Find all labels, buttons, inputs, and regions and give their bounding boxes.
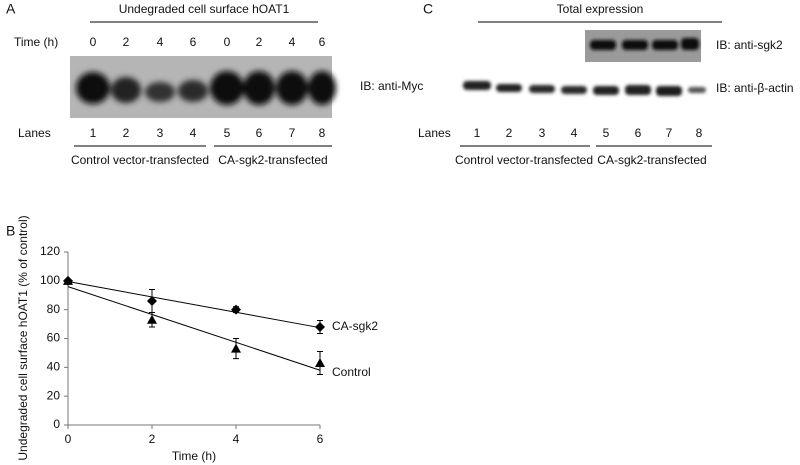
data-point (231, 343, 241, 353)
lane-number: 7 (666, 126, 673, 140)
data-point (315, 358, 325, 368)
y-tick-label: 40 (47, 360, 61, 374)
ib-label: IB: anti-sgk2 (716, 38, 783, 52)
group-label: Control vector-transfected (71, 153, 209, 167)
ib-label: IB: anti-β-actin (716, 81, 794, 95)
lane-number: 6 (635, 126, 642, 140)
sgk2-bands (590, 38, 699, 50)
time-label: 2 (256, 35, 263, 49)
lane-number: 5 (224, 126, 231, 140)
ib-label: IB: anti-Myc (360, 79, 423, 93)
data-point (147, 296, 157, 307)
lane-number: 3 (157, 126, 164, 140)
time-label: 2 (123, 35, 130, 49)
lane-number: 8 (696, 126, 703, 140)
data-point (147, 314, 157, 324)
group-label: Control vector-transfected (455, 153, 593, 167)
panel-title: Undegraded cell surface hOAT1 (119, 2, 290, 16)
lane-number: 6 (256, 126, 263, 140)
lanes-label: Lanes (418, 126, 451, 140)
time-label: 6 (190, 35, 197, 49)
time-label: 0 (224, 35, 231, 49)
y-tick-label: 60 (47, 331, 61, 345)
x-tick-label: 2 (149, 432, 156, 446)
y-tick-label: 100 (40, 273, 60, 287)
y-tick-label: 0 (53, 417, 60, 431)
myc-bands (76, 71, 336, 105)
y-tick-label: 80 (47, 302, 61, 316)
trend-line (67, 286, 321, 371)
data-point (231, 304, 241, 315)
lane-number: 4 (190, 126, 197, 140)
lane-number: 1 (90, 126, 97, 140)
group-label: CA-sgk2-transfected (597, 153, 706, 167)
x-tick-label: 0 (65, 432, 72, 446)
series-label: CA-sgk2 (332, 319, 378, 333)
lane-number: 1 (474, 126, 481, 140)
y-tick-label: 120 (40, 244, 60, 258)
y-tick-label: 20 (47, 388, 61, 402)
time-label: 6 (319, 35, 326, 49)
lane-number: 5 (603, 126, 610, 140)
time-label: 4 (289, 35, 296, 49)
lane-number: 3 (539, 126, 546, 140)
panel-letter: C (423, 1, 433, 17)
x-tick-label: 6 (317, 432, 324, 446)
panel-title: Total expression (557, 2, 644, 16)
group-label: CA-sgk2-transfected (218, 153, 327, 167)
lanes-label: Lanes (18, 126, 51, 140)
time-label: 0 (90, 35, 97, 49)
x-axis-label: Time (h) (172, 449, 216, 463)
lane-number: 7 (289, 126, 296, 140)
trend-line (67, 281, 321, 329)
lane-number: 8 (319, 126, 326, 140)
series-label: Control (332, 365, 371, 379)
actin-bands (463, 81, 706, 96)
data-point (315, 321, 325, 332)
panel-letter: A (6, 1, 16, 17)
lane-number: 2 (506, 126, 513, 140)
time-label: Time (h) (14, 35, 58, 49)
time-label: 4 (157, 35, 164, 49)
y-axis-label: Undegraded cell surface hOAT1 (% of cont… (16, 215, 30, 460)
data-point (63, 275, 73, 285)
lane-number: 2 (123, 126, 130, 140)
lane-number: 4 (571, 126, 578, 140)
panel-letter: B (6, 223, 15, 239)
x-tick-label: 4 (233, 432, 240, 446)
